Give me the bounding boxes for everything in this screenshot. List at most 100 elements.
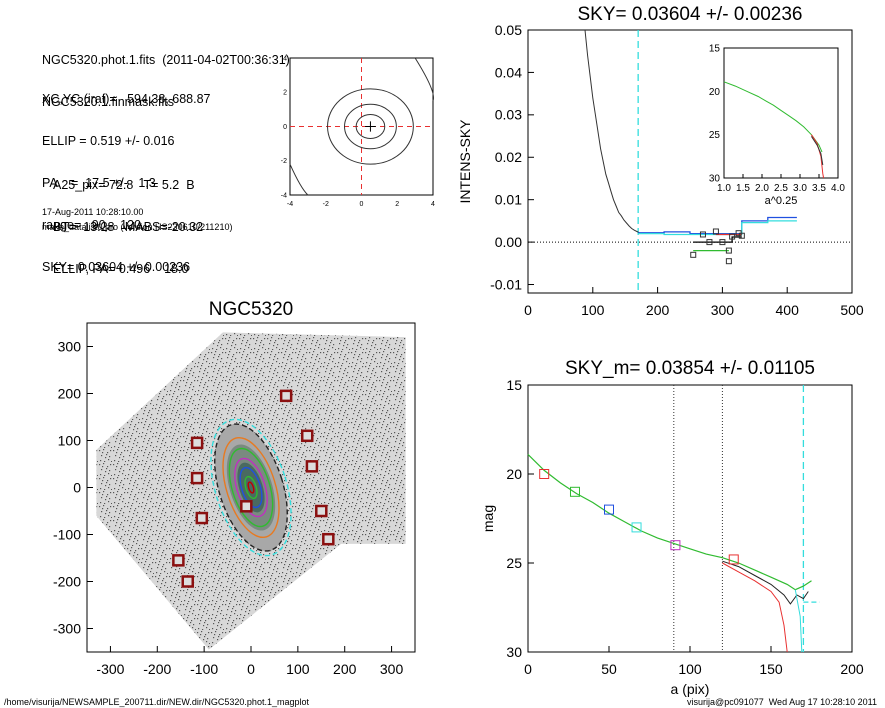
sky-ytick-label: 0.00 <box>495 234 522 250</box>
mag-ytick-label: 15 <box>506 377 522 393</box>
image-ytick-label: -100 <box>53 526 81 542</box>
program-text: make_datalist0.pro (version HS230610/211… <box>42 222 233 232</box>
info-lines: NGC5320.phot.1.fits (2011-04-02T00:36:31… <box>42 25 290 123</box>
mask-box <box>300 429 314 443</box>
inset-xtick-label: 4.0 <box>831 183 845 194</box>
mask-box <box>240 500 253 513</box>
mag-cyan-line <box>794 589 803 653</box>
sky-xtick-label: 300 <box>711 302 735 318</box>
param-ellip: ELLIP = 0.519 +/- 0.016 <box>42 134 175 148</box>
inset-ytick-label: 20 <box>709 87 721 98</box>
image-xtick-label: 100 <box>286 661 310 677</box>
mag-xtick-label: 0 <box>524 661 532 677</box>
inset-plot: 1.0 1.5 2.0 2.5 3.0 3.5 4.0 15 20 25 30 a^0.25 <box>709 44 846 208</box>
sky-marker <box>729 233 736 240</box>
mag-marker <box>539 469 550 479</box>
contour-xtick-label: 0 <box>360 201 364 208</box>
image-xtick-label: 300 <box>380 661 404 677</box>
mask-box <box>190 471 204 485</box>
contour-outer-curve <box>414 57 435 102</box>
mag-black-line <box>722 560 809 605</box>
sky-ytick-label: -0.01 <box>490 276 522 292</box>
contour-xtick-label: 4 <box>431 201 435 208</box>
sky-marker <box>725 247 732 254</box>
sky-ytick-label: 0.05 <box>495 22 522 38</box>
info-line-file: NGC5320.phot.1.fits (2011-04-02T00:36:31… <box>42 53 290 67</box>
isophote-ellipse <box>244 475 258 500</box>
mag-green-line <box>527 453 812 591</box>
image-ytick-label: 0 <box>73 479 81 495</box>
sky-marker <box>725 258 732 265</box>
contour-ytick-label: 4 <box>283 55 287 62</box>
sky-marker <box>706 239 713 246</box>
mag-xtick-label: 150 <box>759 661 783 677</box>
contour-ytick-label: 2 <box>283 90 287 97</box>
contour-ytick-label: 0 <box>283 124 287 131</box>
inset-xtick-label: 1.5 <box>736 183 750 194</box>
image-xtick-label: 200 <box>333 661 357 677</box>
mag-ytick-label: 25 <box>506 555 522 571</box>
image-data-region <box>335 492 406 544</box>
mag-xtick-label: 50 <box>601 661 617 677</box>
galaxy-image-plot: NGC5320 -300 -200 -100 0 100 200 300 300 200 100 0 -… <box>53 299 416 677</box>
isophote-ellipse <box>214 423 288 552</box>
param-xcyc: XC,YC (iraf)= 594.38, 688.87 <box>42 92 211 106</box>
sky-marker <box>699 231 706 238</box>
image-xtick-label: -200 <box>143 661 171 677</box>
sky-title: SKY= 0.03604 +/- 0.00236 <box>577 4 802 25</box>
sky-ytick-label: 0.03 <box>495 107 522 123</box>
sky-ytick-label: 0.04 <box>495 64 522 80</box>
image-content <box>96 332 406 650</box>
image-ytick-label: -300 <box>53 620 81 636</box>
mag-ytick-label: 20 <box>506 466 522 482</box>
params-block: XC,YC (iraf)= 594.38, 688.87 ELLIP = 0.5… <box>42 64 211 288</box>
sky-xtick-label: 500 <box>840 302 864 318</box>
sky-xtick-label: 200 <box>646 302 670 318</box>
param-pa: PA = 17.5 +/- 1.3 <box>42 176 156 190</box>
mask-box <box>315 504 328 518</box>
contour-ring <box>355 114 386 139</box>
mag-xlabel: a (pix) <box>671 681 710 697</box>
contour-xtick-label: 2 <box>395 201 399 208</box>
param-bt: BT= 13.28 MABS=-20.32 <box>53 220 204 234</box>
mask-box <box>322 532 335 546</box>
sky-frame <box>527 29 853 294</box>
sky-ytick-label: 0.02 <box>495 149 522 165</box>
inset-frame <box>723 47 839 179</box>
sky-marker <box>712 228 719 235</box>
isophote-ellipse <box>210 418 292 557</box>
contour-ring <box>327 88 414 165</box>
isophote-ellipse <box>228 447 274 528</box>
mag-red-line <box>722 562 788 653</box>
mask-box <box>190 436 204 450</box>
image-ytick-label: 200 <box>58 385 82 401</box>
inset-black-line <box>810 136 824 166</box>
contour-outer-curve <box>289 163 309 196</box>
inset-xtick-label: 3.5 <box>812 183 826 194</box>
contour-xtick-label: -2 <box>323 201 329 208</box>
contour-plot: -4 -2 0 2 4 -4 -2 0 2 4 <box>281 55 435 208</box>
mask-box <box>305 460 319 473</box>
image-ytick-label: 100 <box>58 432 82 448</box>
sky-profile-line <box>584 29 640 234</box>
galaxy-nucleus <box>237 462 265 513</box>
mask-box <box>172 554 185 567</box>
mag-ylabel: mag <box>480 505 496 532</box>
isophote-ellipse <box>222 436 280 539</box>
image-xtick-label: -300 <box>96 661 124 677</box>
mag-ytick-label: 30 <box>506 644 522 660</box>
param-a25: A25_pix= 72.8 T= 5.2 B <box>53 178 195 192</box>
sky-xtick-label: 400 <box>776 302 800 318</box>
sky-xtick-label: 0 <box>524 302 532 318</box>
inset-ytick-label: 15 <box>709 44 721 55</box>
inset-xtick-label: 2.0 <box>755 183 769 194</box>
sky-marker <box>719 239 726 246</box>
sky-series-blue <box>638 216 797 235</box>
sky-xtick-label: 100 <box>581 302 605 318</box>
inset-xtick-label: 1.0 <box>717 183 731 194</box>
mag-xtick-label: 200 <box>840 661 864 677</box>
contour-ring <box>344 103 397 150</box>
date-text: 17-Aug-2011 10:28:10.00 <box>42 207 144 217</box>
isophote-ellipse <box>234 457 268 518</box>
